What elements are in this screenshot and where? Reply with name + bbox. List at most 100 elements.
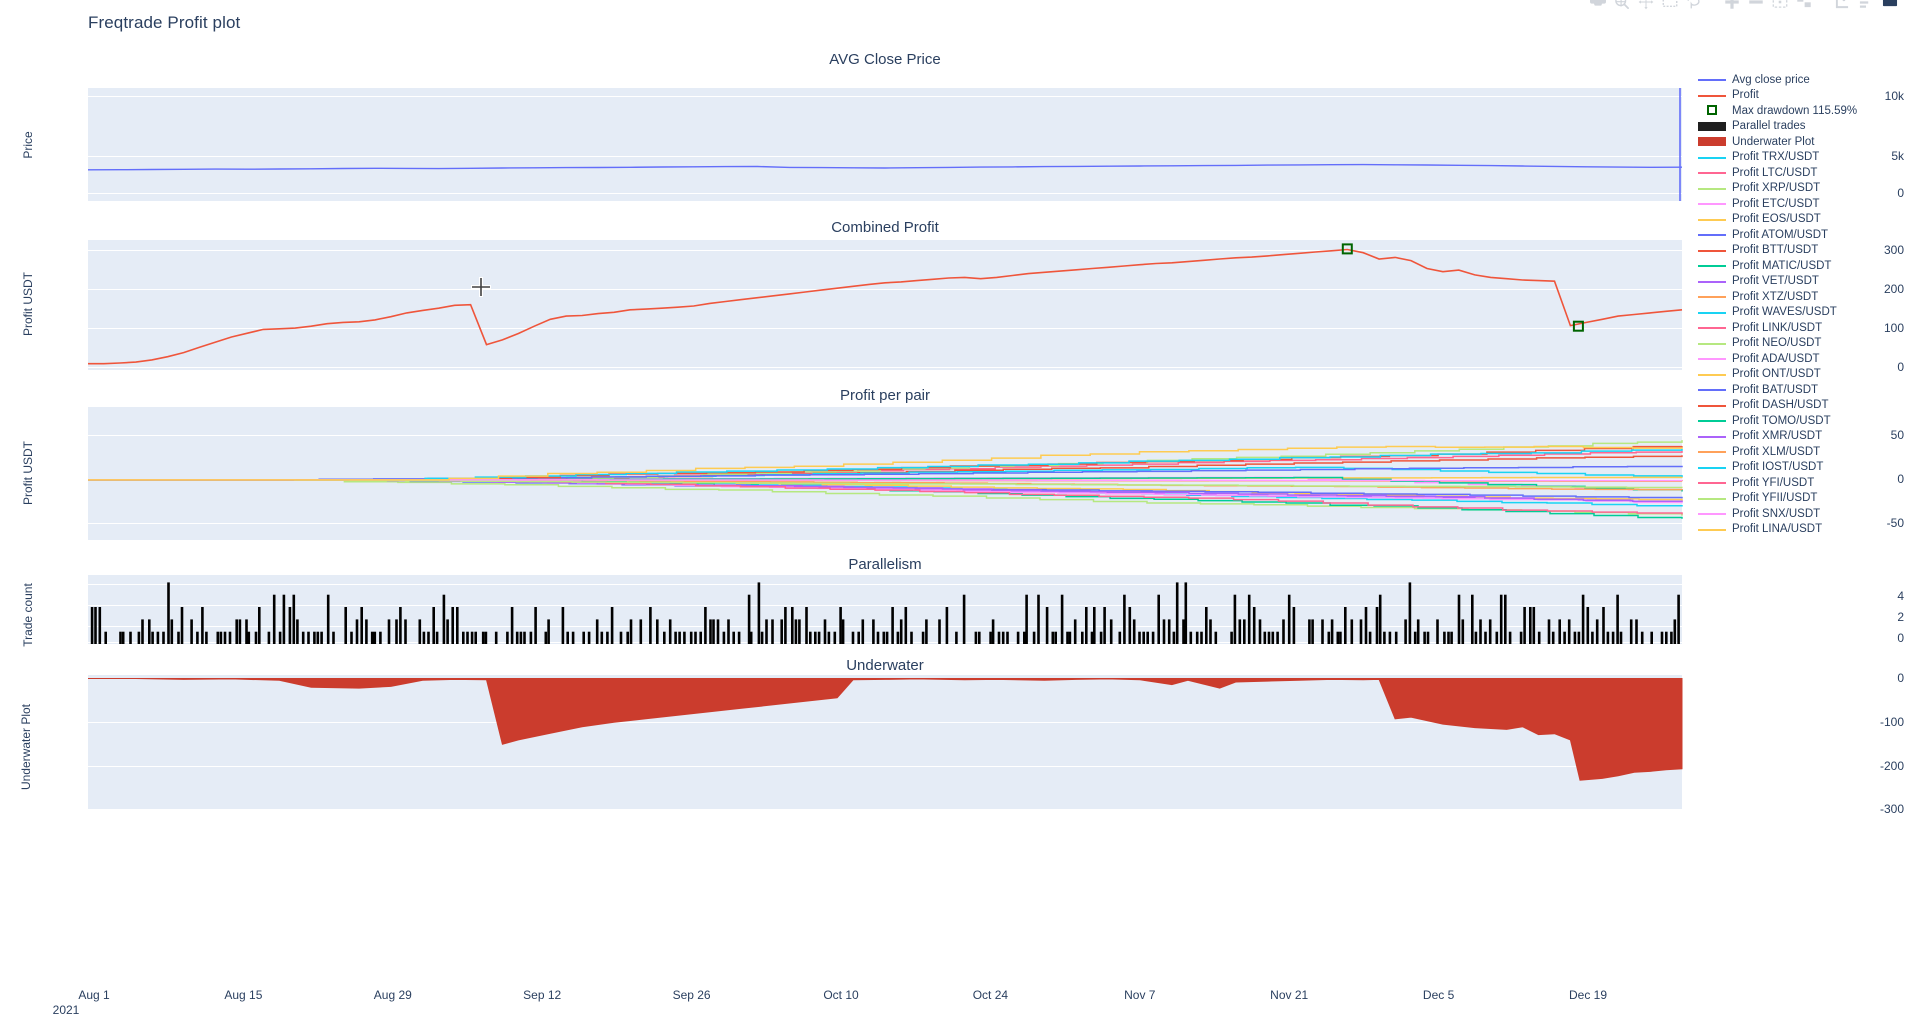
legend-item[interactable]: Profit XRP/USDT: [1697, 181, 1910, 197]
legend-label: Profit ADA/USDT: [1732, 352, 1820, 365]
parallelism-bar: [456, 607, 459, 644]
parallelism-bar: [882, 631, 886, 644]
legend-marker: [1698, 389, 1726, 392]
legend-item[interactable]: Profit ADA/USDT: [1697, 351, 1910, 367]
parallelism-bar: [1252, 607, 1256, 644]
parallelism-bar: [1447, 631, 1450, 644]
legend-swatch: [1697, 382, 1727, 397]
subplot-underwater: [88, 675, 1683, 810]
parallelism-bar: [784, 607, 787, 644]
legend-item[interactable]: Profit LINA/USDT: [1697, 522, 1910, 538]
parallelism-bar: [747, 594, 751, 644]
legend-item[interactable]: Profit XMR/USDT: [1697, 429, 1910, 445]
legend-item[interactable]: Profit MATIC/USDT: [1697, 258, 1910, 274]
parallelism-bar: [1640, 631, 1644, 644]
parallelism-bar: [689, 631, 693, 644]
legend-marker: [1698, 156, 1726, 159]
legend-item[interactable]: Profit XLM/USDT: [1697, 444, 1910, 460]
parallelism-bar: [1443, 631, 1446, 644]
parallelism-bar: [1090, 631, 1094, 644]
parallelism-bar: [296, 619, 299, 644]
parallelism-bar: [1068, 631, 1072, 644]
parallelism-bar: [814, 631, 817, 644]
legend-item[interactable]: Profit ATOM/USDT: [1697, 227, 1910, 243]
parallelism-bar: [1404, 619, 1407, 644]
parallelism-bar: [90, 607, 94, 644]
legend-marker: [1698, 296, 1726, 299]
legend-item[interactable]: Profit ETC/USDT: [1697, 196, 1910, 212]
ytick: 200: [1883, 282, 1904, 296]
parallelism-bar: [1611, 631, 1615, 644]
zoom-in-icon[interactable]: [1720, 0, 1744, 13]
legend-item[interactable]: Profit TOMO/USDT: [1697, 413, 1910, 429]
legend-item[interactable]: Profit YFI/USDT: [1697, 475, 1910, 491]
legend-item[interactable]: Profit BTT/USDT: [1697, 243, 1910, 259]
parallelism-bar: [373, 631, 377, 644]
legend-item[interactable]: Avg close price: [1697, 72, 1910, 88]
legend[interactable]: Avg close price Profit Max drawdown 115.59…: [1697, 72, 1910, 537]
zoom-out-icon[interactable]: [1744, 0, 1768, 13]
lasso-select-icon[interactable]: [1682, 0, 1706, 13]
yaxis-label-price: Price: [21, 131, 35, 159]
legend-item[interactable]: Profit WAVES/USDT: [1697, 305, 1910, 321]
hover-compare-icon[interactable]: [1854, 0, 1878, 13]
legend-swatch: [1697, 367, 1727, 382]
legend-marker: [1698, 420, 1726, 423]
yaxis-label-profit-usdt: Profit USDT: [21, 272, 35, 337]
legend-item[interactable]: Profit IOST/USDT: [1697, 460, 1910, 476]
legend-label: Profit NEO/USDT: [1732, 337, 1822, 350]
legend-item[interactable]: Profit: [1697, 88, 1910, 104]
underwater-trace: [88, 678, 1683, 781]
legend-marker: [1707, 105, 1717, 116]
legend-item[interactable]: Profit XTZ/USDT: [1697, 289, 1910, 305]
legend-item[interactable]: Parallel trades: [1697, 119, 1910, 135]
parallelism-bar: [470, 631, 474, 644]
plotly-modebar[interactable]: [1586, 0, 1902, 13]
subplot-combined-profit: [88, 240, 1683, 370]
parallelism-bar: [370, 631, 374, 644]
xtick: Nov 7: [1124, 988, 1156, 1002]
parallelism-bar: [404, 619, 407, 644]
legend-item[interactable]: Profit LTC/USDT: [1697, 165, 1910, 181]
parallelism-bar: [1051, 631, 1055, 644]
legend-item[interactable]: Underwater Plot: [1697, 134, 1910, 150]
camera-icon[interactable]: [1586, 0, 1610, 13]
legend-item[interactable]: Profit EOS/USDT: [1697, 212, 1910, 228]
reset-axes-icon[interactable]: [1792, 0, 1816, 13]
parallelism-bar: [1413, 631, 1417, 644]
toggle-spikelines-icon[interactable]: [1830, 0, 1854, 13]
parallelism-bar: [1037, 594, 1040, 644]
legend-item[interactable]: Profit YFII/USDT: [1697, 491, 1910, 507]
legend-item[interactable]: Profit TRX/USDT: [1697, 150, 1910, 166]
legend-label: Profit LINA/USDT: [1732, 523, 1823, 536]
parallelism-bar: [663, 631, 666, 644]
parallelism-bar: [481, 631, 485, 644]
parallelism-bar: [245, 619, 248, 644]
max-drawdown-start-marker: [1341, 243, 1353, 255]
subplot-title-avg-close-price: AVG Close Price: [829, 51, 941, 68]
parallelism-bar: [1629, 619, 1633, 644]
legend-label: Profit WAVES/USDT: [1732, 306, 1837, 319]
autoscale-icon[interactable]: [1768, 0, 1792, 13]
legend-item[interactable]: Profit DASH/USDT: [1697, 398, 1910, 414]
zoom-icon[interactable]: [1610, 0, 1634, 13]
parallelism-bar: [1267, 631, 1271, 644]
pan-icon[interactable]: [1634, 0, 1658, 13]
ytick: -100: [1879, 715, 1904, 729]
legend-item[interactable]: Profit VET/USDT: [1697, 274, 1910, 290]
legend-swatch: [1697, 398, 1727, 413]
legend-item[interactable]: Profit ONT/USDT: [1697, 367, 1910, 383]
legend-item[interactable]: Profit NEO/USDT: [1697, 336, 1910, 352]
parallelism-bar: [1650, 631, 1653, 644]
legend-item[interactable]: Profit LINK/USDT: [1697, 320, 1910, 336]
legend-marker: [1698, 482, 1726, 485]
legend-label: Profit ONT/USDT: [1732, 368, 1821, 381]
legend-item[interactable]: Profit BAT/USDT: [1697, 382, 1910, 398]
legend-item[interactable]: Profit SNX/USDT: [1697, 506, 1910, 522]
hover-x-unified-icon[interactable]: [1878, 0, 1902, 13]
parallelism-bar: [876, 631, 880, 644]
legend-item[interactable]: Max drawdown 115.59%: [1697, 103, 1910, 119]
parallelism-bar: [313, 631, 316, 644]
box-select-icon[interactable]: [1658, 0, 1682, 13]
parallelism-bar: [841, 619, 845, 644]
